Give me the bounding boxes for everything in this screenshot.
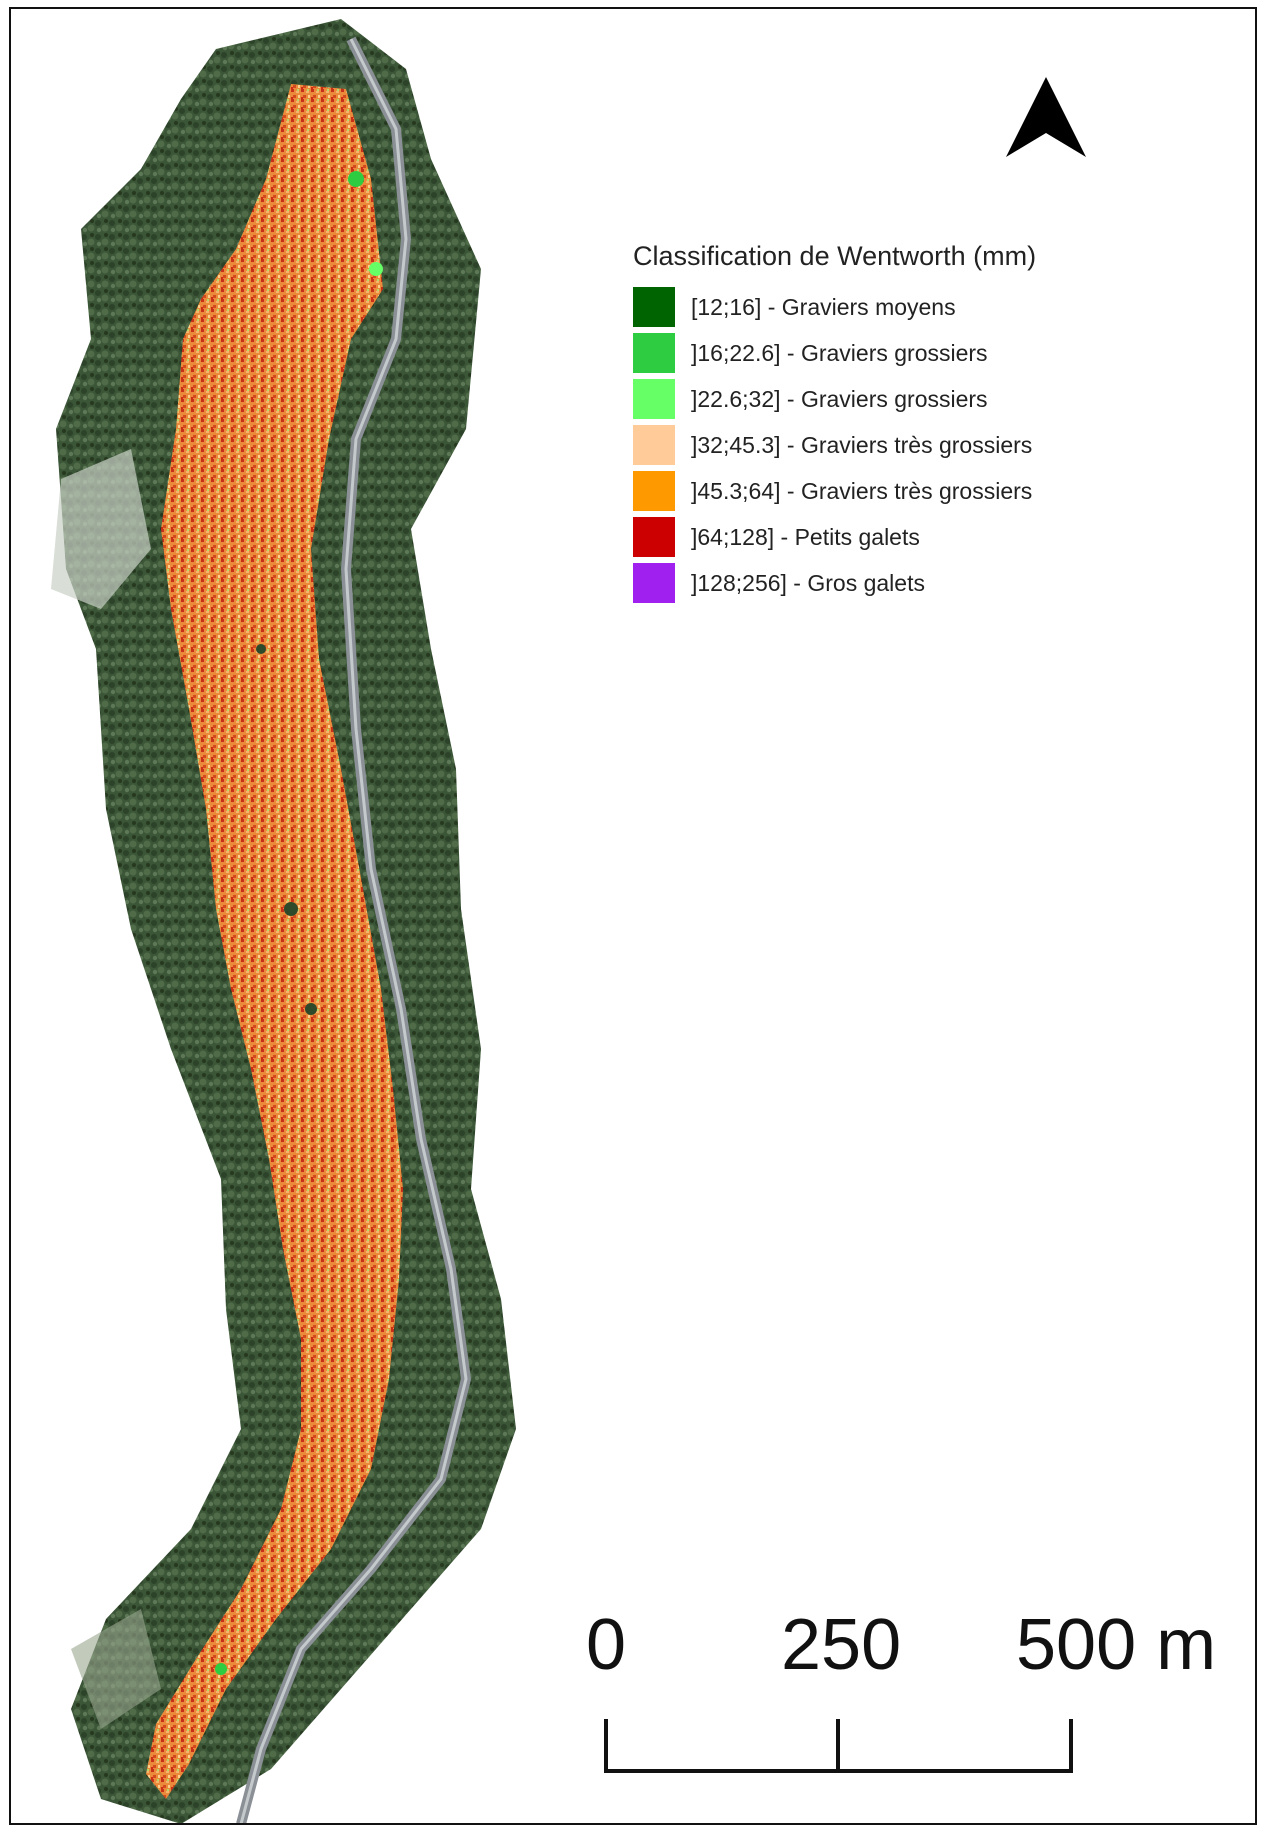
clearing xyxy=(51,449,151,609)
scale-label-250: 250 xyxy=(781,1605,902,1685)
scale-label-500: 500 m xyxy=(1016,1605,1217,1685)
gravel-patch xyxy=(215,1663,227,1675)
legend: Classification de Wentworth (mm) [12;16]… xyxy=(633,241,1036,606)
scale-label-0: 0 xyxy=(586,1605,627,1685)
scale-bar xyxy=(604,1719,1073,1773)
legend-label: ]16;22.6] - Graviers grossiers xyxy=(691,339,988,366)
legend-item: ]45.3;64] - Graviers très grossiers xyxy=(633,468,1036,514)
legend-label: ]128;256] - Gros galets xyxy=(691,569,925,596)
legend-item: ]128;256] - Gros galets xyxy=(633,560,1036,606)
gravel-patch xyxy=(369,262,383,276)
legend-item: ]22.6;32] - Graviers grossiers xyxy=(633,376,1036,422)
legend-item: ]32;45.3] - Graviers très grossiers xyxy=(633,422,1036,468)
map-frame: Classification de Wentworth (mm) [12;16]… xyxy=(9,7,1257,1825)
legend-swatch xyxy=(633,287,675,327)
legend-swatch xyxy=(633,425,675,465)
legend-label: ]32;45.3] - Graviers très grossiers xyxy=(691,431,1033,458)
gravel-patch xyxy=(284,902,298,916)
legend-label: [12;16] - Graviers moyens xyxy=(691,293,956,320)
aerial-map[interactable] xyxy=(11,9,1257,1825)
legend-item: ]16;22.6] - Graviers grossiers xyxy=(633,330,1036,376)
clearing xyxy=(71,1609,161,1729)
legend-item: [12;16] - Graviers moyens xyxy=(633,284,1036,330)
gravel-patch xyxy=(305,1003,317,1015)
legend-label: ]45.3;64] - Graviers très grossiers xyxy=(691,477,1033,504)
legend-swatch xyxy=(633,333,675,373)
river-bed-classification[interactable] xyxy=(146,84,403,1799)
legend-swatch xyxy=(633,563,675,603)
legend-swatch xyxy=(633,517,675,557)
legend-item: ]64;128] - Petits galets xyxy=(633,514,1036,560)
legend-label: ]22.6;32] - Graviers grossiers xyxy=(691,385,988,412)
road-edge xyxy=(239,38,468,1823)
legend-title: Classification de Wentworth (mm) xyxy=(633,241,1037,271)
legend-swatch xyxy=(633,471,675,511)
legend-swatch xyxy=(633,379,675,419)
legend-label: ]64;128] - Petits galets xyxy=(691,523,920,550)
gravel-patch xyxy=(256,644,266,654)
gravel-patch xyxy=(348,171,364,187)
north-arrow-icon xyxy=(1006,77,1086,157)
